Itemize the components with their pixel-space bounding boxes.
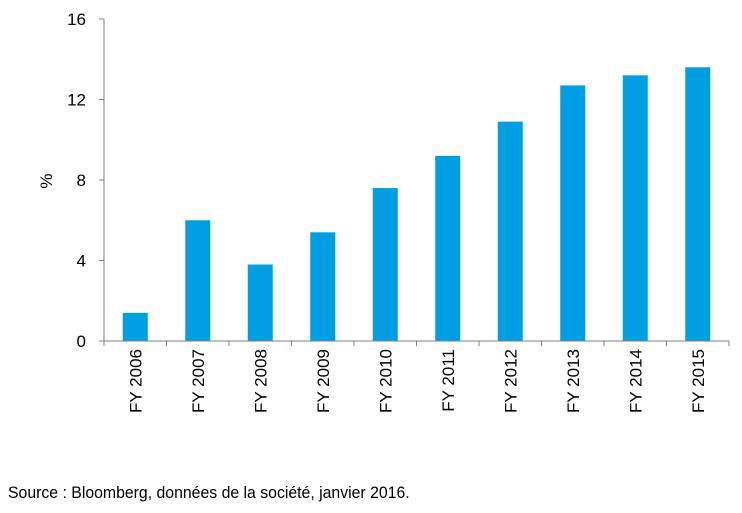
y-axis: 0 4 8 12 16 xyxy=(67,10,105,351)
y-tick-label: 8 xyxy=(77,171,86,190)
x-tick-label: FY 2008 xyxy=(251,349,270,413)
y-tick-label: 0 xyxy=(77,332,86,351)
y-tick-label: 4 xyxy=(77,252,86,271)
x-tick-label: FY 2009 xyxy=(314,349,333,413)
y-tick-label: 16 xyxy=(67,10,86,29)
bar xyxy=(560,85,586,341)
bar xyxy=(372,188,398,341)
y-tick-label: 12 xyxy=(67,91,86,110)
x-tick-label: FY 2007 xyxy=(189,349,208,413)
bar xyxy=(497,121,523,341)
bars xyxy=(122,67,711,342)
y-axis-title: % xyxy=(37,173,56,188)
x-tick-label: FY 2015 xyxy=(689,349,708,413)
bar xyxy=(622,75,648,341)
bar xyxy=(247,264,273,341)
x-axis: FY 2006 FY 2007 FY 2008 FY 2009 FY 2010 FY 20… xyxy=(103,340,730,413)
x-tick-label: FY 2006 xyxy=(126,349,145,413)
source-note: Source : Bloomberg, données de la sociét… xyxy=(8,483,410,502)
x-tick-label: FY 2013 xyxy=(564,349,583,413)
x-tick-label: FY 2012 xyxy=(501,349,520,413)
bar xyxy=(122,312,148,341)
bar xyxy=(310,232,336,341)
bar xyxy=(435,155,461,341)
bar xyxy=(185,220,211,341)
bar xyxy=(685,67,711,342)
x-tick-label: FY 2011 xyxy=(439,349,458,412)
x-tick-label: FY 2014 xyxy=(626,349,645,413)
x-tick-label: FY 2010 xyxy=(376,349,395,413)
